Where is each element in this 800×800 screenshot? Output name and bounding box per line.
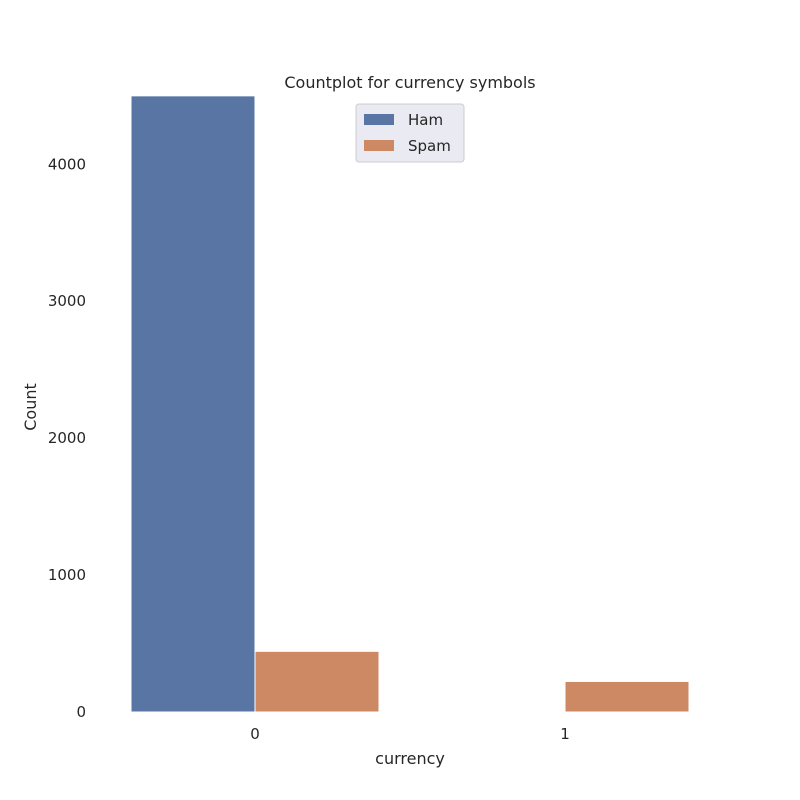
- x-axis-label: currency: [375, 749, 445, 768]
- bar-ham-1: [440, 710, 566, 713]
- y-tick-label: 4000: [48, 155, 86, 173]
- bar-spam-0: [254, 650, 380, 713]
- bar-spam-1: [564, 680, 690, 713]
- bar-ham-0: [130, 95, 256, 713]
- y-tick-label: 1000: [48, 566, 86, 584]
- y-axis-label: Count: [21, 383, 40, 431]
- y-tick-label: 3000: [48, 292, 86, 310]
- bars-group: [130, 95, 690, 713]
- legend-swatch-spam: [364, 140, 394, 151]
- chart-title: Countplot for currency symbols: [284, 73, 535, 92]
- y-ticks-group: 0 1000 2000 3000 4000: [48, 155, 86, 721]
- legend-label-spam: Spam: [408, 137, 451, 155]
- y-tick-label: 0: [76, 703, 86, 721]
- y-tick-label: 2000: [48, 429, 86, 447]
- legend-label-ham: Ham: [408, 111, 443, 129]
- x-tick-label: 1: [560, 725, 570, 743]
- x-tick-label: 0: [250, 725, 260, 743]
- legend-swatch-ham: [364, 114, 394, 125]
- legend: Ham Spam: [355, 103, 465, 163]
